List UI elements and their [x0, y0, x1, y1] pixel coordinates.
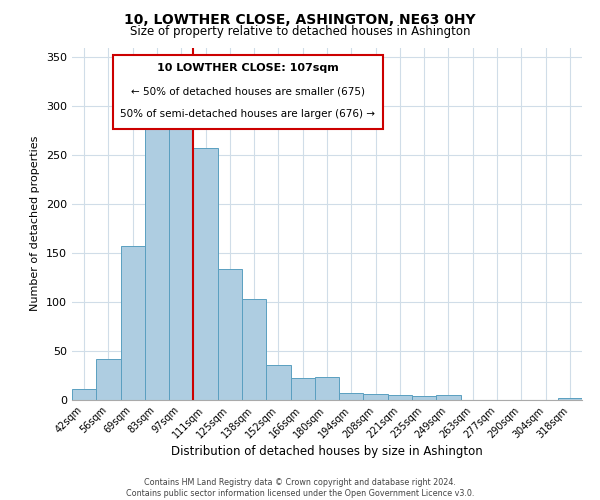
Bar — [169, 123, 193, 400]
Text: Size of property relative to detached houses in Ashington: Size of property relative to detached ho… — [130, 25, 470, 38]
Y-axis label: Number of detached properties: Number of detached properties — [31, 136, 40, 312]
Text: ← 50% of detached houses are smaller (675): ← 50% of detached houses are smaller (67… — [131, 86, 365, 97]
Bar — [364, 394, 388, 400]
FancyBboxPatch shape — [113, 54, 383, 128]
Bar — [412, 396, 436, 400]
Bar — [96, 359, 121, 400]
Bar — [266, 365, 290, 400]
Bar — [193, 148, 218, 400]
Bar — [436, 395, 461, 400]
Text: Contains HM Land Registry data © Crown copyright and database right 2024.
Contai: Contains HM Land Registry data © Crown c… — [126, 478, 474, 498]
X-axis label: Distribution of detached houses by size in Ashington: Distribution of detached houses by size … — [171, 446, 483, 458]
Text: 50% of semi-detached houses are larger (676) →: 50% of semi-detached houses are larger (… — [121, 109, 376, 119]
Bar — [315, 378, 339, 400]
Bar — [145, 126, 169, 400]
Bar — [218, 269, 242, 400]
Text: 10 LOWTHER CLOSE: 107sqm: 10 LOWTHER CLOSE: 107sqm — [157, 63, 339, 73]
Bar — [72, 389, 96, 400]
Text: 10, LOWTHER CLOSE, ASHINGTON, NE63 0HY: 10, LOWTHER CLOSE, ASHINGTON, NE63 0HY — [124, 12, 476, 26]
Bar — [242, 299, 266, 400]
Bar — [339, 393, 364, 400]
Bar — [558, 398, 582, 400]
Bar — [388, 395, 412, 400]
Bar — [121, 246, 145, 400]
Bar — [290, 378, 315, 400]
